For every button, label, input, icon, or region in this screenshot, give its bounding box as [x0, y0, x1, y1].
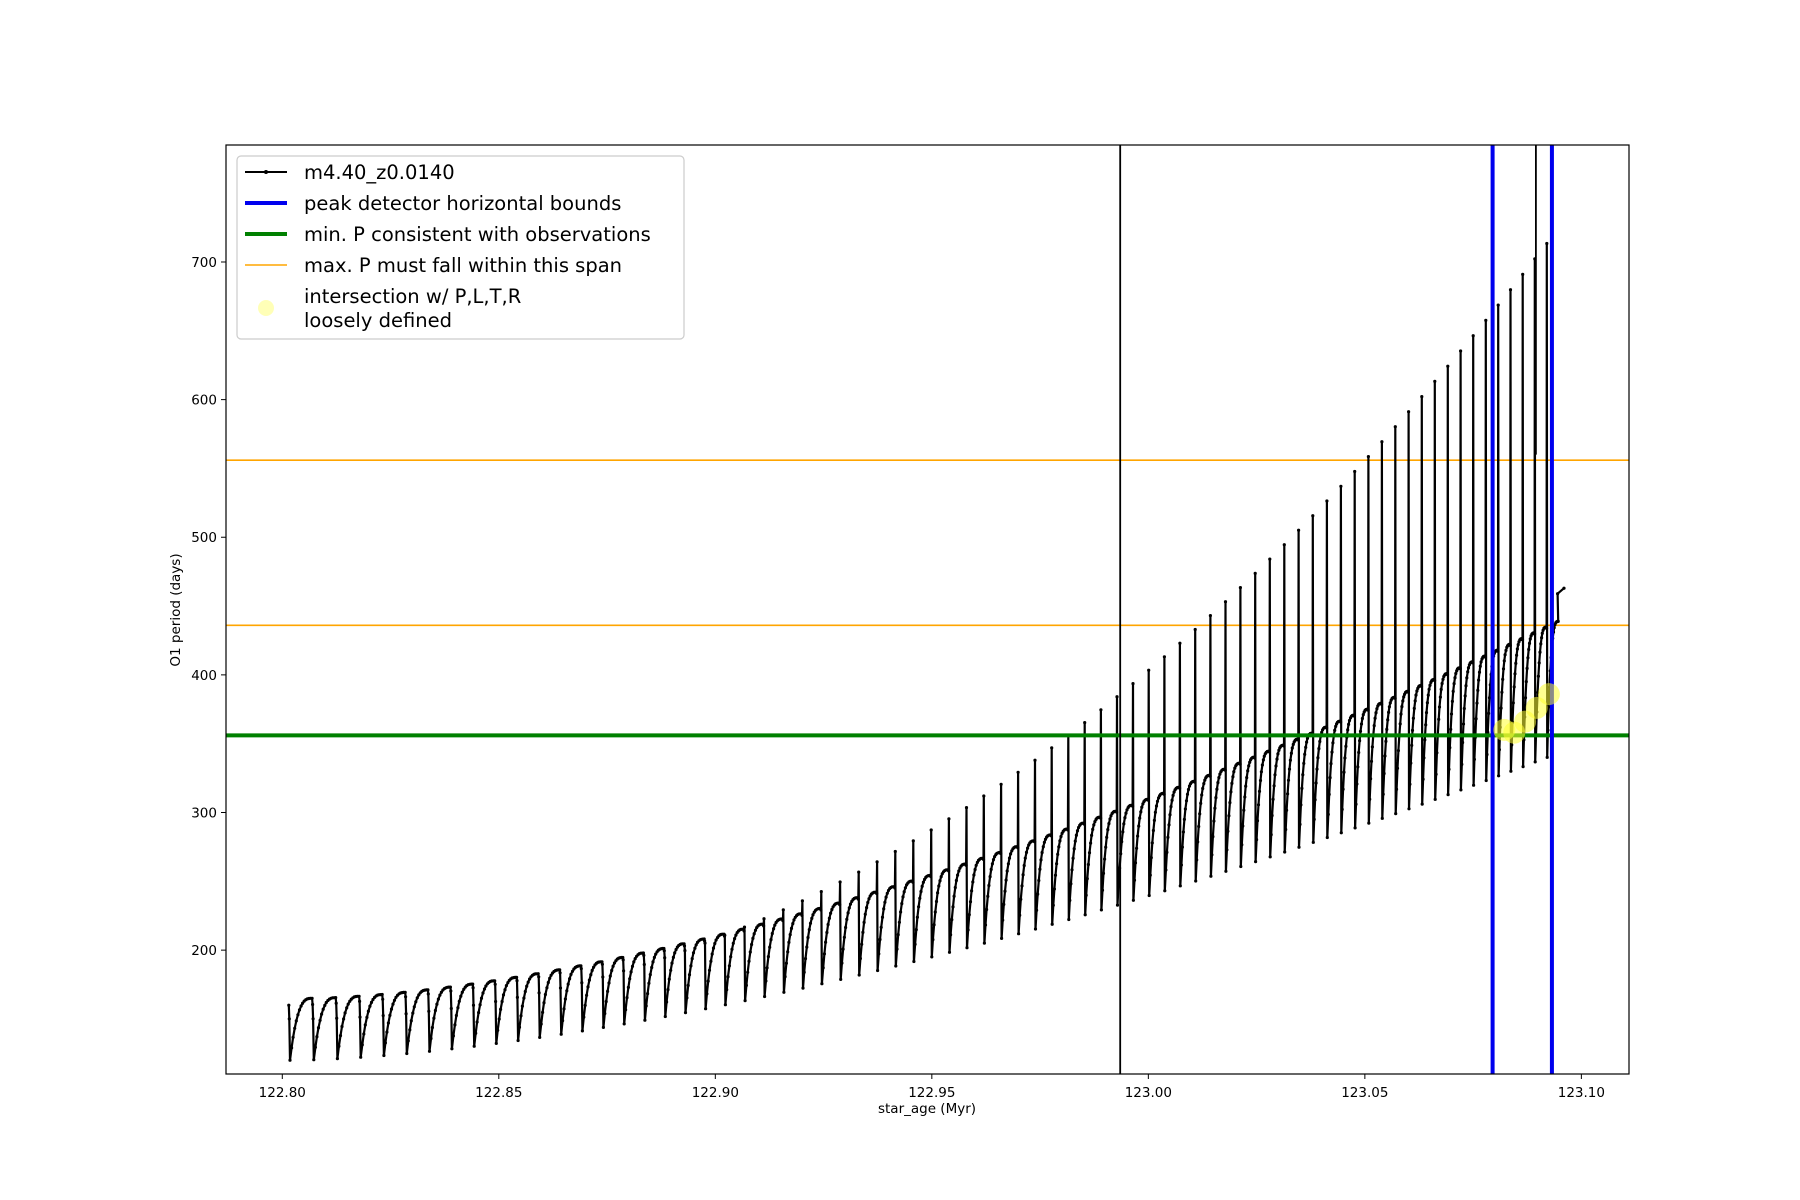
legend-swatch: [258, 300, 274, 316]
x-tick-label: 122.95: [908, 1085, 955, 1101]
legend-entry: max. P must fall within this span: [245, 254, 622, 277]
legend-swatch-dot: [264, 170, 268, 174]
legend-label: m4.40_z0.0140: [304, 161, 455, 184]
legend-label: peak detector horizontal bounds: [304, 192, 621, 215]
y-tick-label: 600: [191, 393, 217, 409]
y-axis-ticks: 200 300 400 500 600 700: [191, 255, 226, 959]
legend-entry: m4.40_z0.0140: [245, 161, 455, 184]
y-axis-label: O1 period (days): [168, 553, 184, 666]
y-tick-label: 700: [191, 255, 217, 271]
plot-frame: [225, 144, 1630, 1075]
legend-label: max. P must fall within this span: [304, 254, 622, 277]
y-tick-label: 500: [191, 530, 217, 546]
legend-entry: peak detector horizontal bounds: [245, 192, 621, 215]
series-m4.40_z0.0140: [226, 241, 1629, 1062]
x-tick-label: 122.90: [692, 1085, 739, 1101]
intersection-marker: [1537, 683, 1560, 706]
x-tick-label: 123.05: [1341, 1085, 1388, 1101]
x-tick-label: 123.10: [1558, 1085, 1605, 1101]
x-tick-label: 122.85: [475, 1085, 522, 1101]
intersection-markers: [1493, 683, 1560, 744]
x-axis-label: star_age (Myr): [878, 1101, 976, 1117]
y-tick-label: 200: [191, 943, 217, 959]
legend-label: intersection w/ P,L,T,R: [304, 285, 521, 308]
x-tick-label: 123.00: [1125, 1085, 1172, 1101]
x-tick-label: 122.80: [259, 1085, 306, 1101]
legend-box: [236, 155, 685, 340]
plot-area: [226, 145, 1629, 1074]
legend-entry: min. P consistent with observations: [245, 223, 651, 246]
y-tick-label: 300: [191, 806, 217, 822]
y-tick-label: 400: [191, 668, 217, 684]
vertical-reference-lines: [1119, 145, 1554, 1074]
legend-label: min. P consistent with observations: [304, 223, 651, 246]
legend-label-line2: loosely defined: [304, 309, 452, 332]
x-axis-ticks: 122.80 122.85 122.90 122.95 123.00 123.05 123.…: [259, 1074, 1605, 1101]
